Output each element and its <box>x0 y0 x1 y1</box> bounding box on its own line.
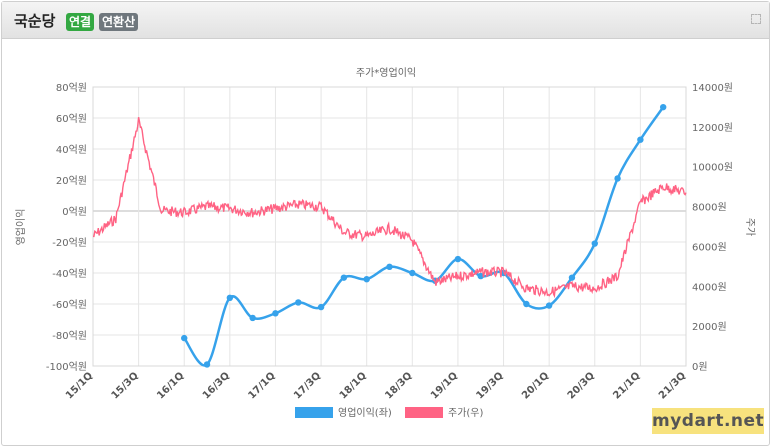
operating-profit-point <box>545 302 553 309</box>
left-tick-label: -40억원 <box>52 268 87 280</box>
operating-profit-point <box>637 136 644 143</box>
operating-profit-point <box>659 103 667 111</box>
x-tick-label: 21/1Q <box>611 370 642 401</box>
left-tick-label: -20억원 <box>52 237 87 249</box>
operating-profit-point <box>409 269 416 277</box>
operating-profit-point <box>591 240 598 247</box>
right-tick-label: 4000원 <box>692 281 727 293</box>
left-tick-label: 80억원 <box>56 82 87 94</box>
right-tick-label: 6000원 <box>692 241 727 253</box>
legend-label: 주가(우) <box>448 407 484 419</box>
chart-title: 주가*영업이익 <box>356 66 416 79</box>
operating-profit-point <box>477 272 484 280</box>
left-tick-label: 40억원 <box>56 144 87 156</box>
operating-profit-point <box>272 310 279 317</box>
x-tick-label: 19/1Q <box>429 370 460 401</box>
operating-profit-point <box>340 274 348 281</box>
stock-price-line <box>93 117 687 299</box>
operating-profit-point <box>363 276 370 283</box>
left-tick-label: -100억원 <box>46 361 87 373</box>
x-tick-label: 20/1Q <box>520 370 551 401</box>
x-tick-label: 18/3Q <box>383 370 414 401</box>
annualized-badge[interactable]: 연환산 <box>99 13 139 31</box>
x-axis-ticks: 15/1Q 15/3Q 16/1Q 16/3Q 17/1Q 17/3Q 18/1Q 18/3Q… <box>64 370 688 401</box>
x-tick-label: 15/3Q <box>110 370 141 401</box>
x-tick-label: 20/3Q <box>566 370 597 401</box>
right-tick-label: 0원 <box>692 361 708 373</box>
x-tick-label: 17/3Q <box>292 370 323 401</box>
operating-profit-point <box>568 274 576 281</box>
series-group <box>93 103 687 368</box>
x-tick-label: 15/1Q <box>64 370 95 401</box>
legend-swatch <box>295 407 333 418</box>
consolidated-badge[interactable]: 연결 <box>66 13 95 31</box>
right-axis-ticks: 0원 2000원 4000원 6000원 8000원 10000원 12000원 14000원 <box>692 82 733 373</box>
right-axis-label: 주가 <box>744 218 756 236</box>
left-tick-label: -80억원 <box>52 330 87 342</box>
stock-price-series <box>93 117 687 299</box>
operating-profit-point <box>203 361 211 368</box>
legend-swatch <box>405 407 443 418</box>
operating-profit-point <box>226 294 234 301</box>
company-name: 국순당 <box>14 12 56 30</box>
operating-profit-line <box>183 106 665 367</box>
panel-header: 국순당 연결 연환산 <box>2 2 769 39</box>
watermark: mydart.net <box>652 408 764 434</box>
legend-label: 영업이익(좌) <box>338 406 392 419</box>
expand-icon[interactable] <box>751 14 761 24</box>
x-tick-label: 21/3Q <box>657 370 688 401</box>
grid-lines <box>92 86 687 367</box>
right-tick-label: 14000원 <box>692 82 733 94</box>
left-tick-label: 0억원 <box>62 206 87 218</box>
x-tick-label: 19/3Q <box>475 370 506 401</box>
x-tick-label: 16/3Q <box>201 370 232 401</box>
operating-profit-point <box>614 175 621 182</box>
right-tick-label: 8000원 <box>692 202 727 214</box>
operating-profit-point <box>386 263 393 270</box>
operating-profit-point <box>249 314 256 322</box>
operating-profit-series <box>181 103 667 368</box>
operating-profit-point <box>317 303 325 311</box>
x-tick-label: 17/1Q <box>246 370 277 401</box>
legend: 영업이익(좌) 주가(우) <box>295 406 484 419</box>
right-tick-label: 12000원 <box>692 122 733 134</box>
left-tick-label: -60억원 <box>52 299 87 311</box>
right-tick-label: 2000원 <box>692 321 727 333</box>
x-tick-label: 16/1Q <box>155 370 186 401</box>
operating-profit-point <box>181 334 188 342</box>
operating-profit-point <box>454 255 462 263</box>
operating-profit-point <box>523 300 530 308</box>
x-tick-label: 18/1Q <box>338 370 369 401</box>
left-axis-ticks: -100억원 -80억원 -60억원 -40억원 -20억원 0억원 20억원 40억원 60억… <box>46 82 87 373</box>
left-tick-label: 20억원 <box>56 175 87 187</box>
left-tick-label: 60억원 <box>56 113 87 125</box>
operating-profit-point <box>295 299 302 306</box>
left-axis-label: 영업이익 <box>14 209 27 246</box>
right-tick-label: 10000원 <box>692 162 733 174</box>
plot-border <box>92 86 687 367</box>
